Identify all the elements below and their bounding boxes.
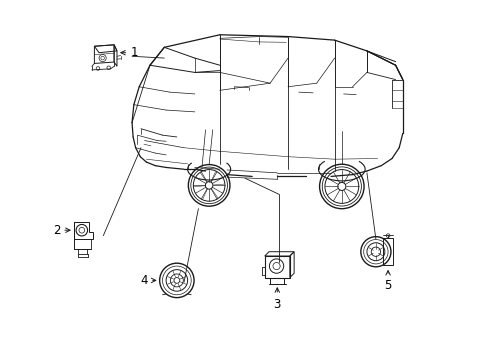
Text: 5: 5 <box>384 279 392 292</box>
Text: 4: 4 <box>141 274 148 287</box>
Text: 3: 3 <box>273 298 281 311</box>
Text: 1: 1 <box>130 46 138 59</box>
Text: 2: 2 <box>53 224 60 237</box>
